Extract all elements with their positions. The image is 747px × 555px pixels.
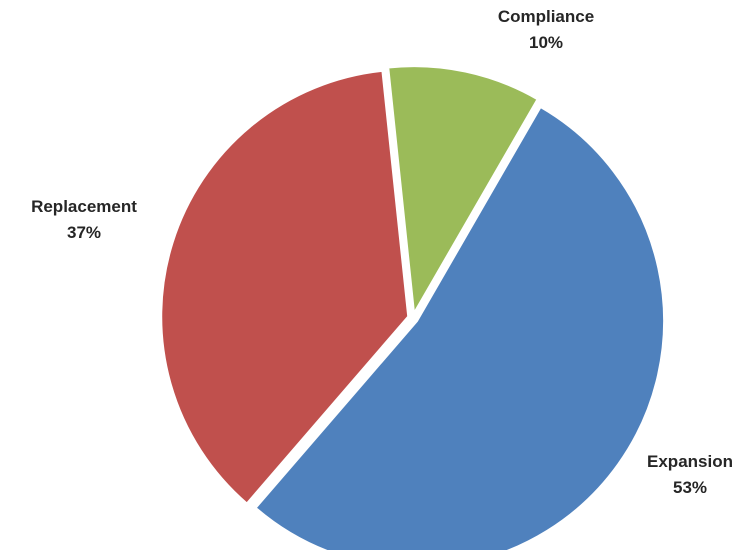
labels-layer: Expansion 53% Replacement 37% Compliance 10%: [31, 7, 733, 497]
slice-label-compliance: Compliance: [498, 7, 594, 26]
slices-layer: [160, 65, 666, 555]
pie-slice-replacement: [160, 69, 410, 505]
pie-slice-expansion: [254, 105, 666, 555]
slice-value-compliance: 10%: [529, 33, 563, 52]
slice-label-replacement: Replacement: [31, 197, 137, 216]
slice-value-replacement: 37%: [67, 223, 101, 242]
pie-slice-compliance: [387, 65, 539, 317]
slice-value-expansion: 53%: [673, 478, 707, 497]
slice-label-expansion: Expansion: [647, 452, 733, 471]
